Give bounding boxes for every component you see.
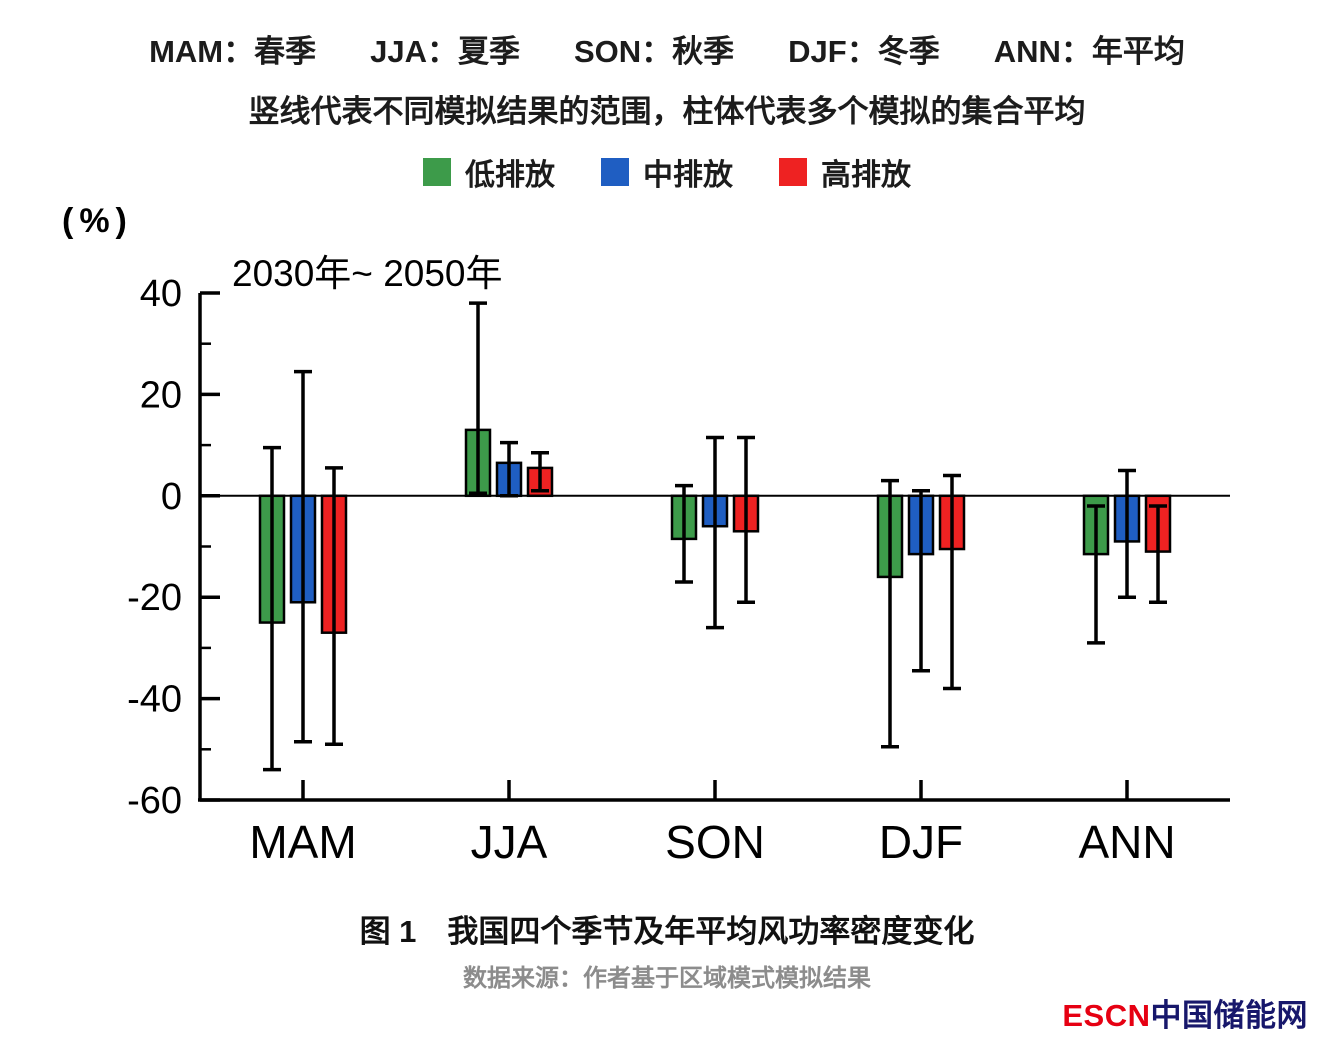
abbr-son: SON：秋季 xyxy=(573,34,735,69)
legend-item: 中排放 xyxy=(601,150,733,194)
y-tick-label: -40 xyxy=(127,679,182,721)
abbr-ann: ANN：年平均 xyxy=(993,34,1185,69)
chart-title: 2030年~ 2050年 xyxy=(232,253,503,294)
watermark-escn: ESCN xyxy=(1062,998,1151,1033)
legend-label: 高排放 xyxy=(821,159,911,192)
y-tick-label: 0 xyxy=(161,476,182,518)
y-tick-label: -60 xyxy=(127,780,182,822)
x-category-label: SON xyxy=(665,816,765,868)
legend-label: 中排放 xyxy=(643,159,733,192)
y-tick-label: 40 xyxy=(140,273,182,315)
legend-swatch xyxy=(779,158,807,186)
abbr-mam: MAM：春季 xyxy=(149,34,317,69)
legend-item: 低排放 xyxy=(423,150,555,194)
x-category-label: JJA xyxy=(471,816,548,868)
legend-swatch xyxy=(601,158,629,186)
watermark: ESCN中国储能网 xyxy=(1062,990,1308,1035)
legend-label: 低排放 xyxy=(465,159,555,192)
data-source: 数据来源：作者基于区域模式模拟结果 xyxy=(463,965,871,992)
legend-swatch xyxy=(423,158,451,186)
abbr-djf: DJF：冬季 xyxy=(788,34,940,69)
x-category-label: ANN xyxy=(1078,816,1175,868)
x-category-label: DJF xyxy=(879,816,963,868)
y-axis-unit-label: (%) xyxy=(62,202,133,240)
legend-item: 高排放 xyxy=(779,150,911,194)
legend: 低排放 中排放 高排放 xyxy=(0,150,1334,194)
chart-explanation: 竖线代表不同模拟结果的范围，柱体代表多个模拟的集合平均 xyxy=(248,94,1086,129)
watermark-site-name: 中国储能网 xyxy=(1150,998,1308,1033)
y-tick-label: -20 xyxy=(127,577,182,619)
figure-caption: 图 1 我国四个季节及年平均风功率密度变化 xyxy=(359,914,975,949)
y-tick-label: 20 xyxy=(140,374,182,416)
abbr-jja: JJA：夏季 xyxy=(370,34,520,69)
x-category-label: MAM xyxy=(249,816,356,868)
season-abbreviation-legend: MAM：春季 JJA：夏季 SON：秋季 DJF：冬季 ANN：年平均 xyxy=(0,26,1334,71)
